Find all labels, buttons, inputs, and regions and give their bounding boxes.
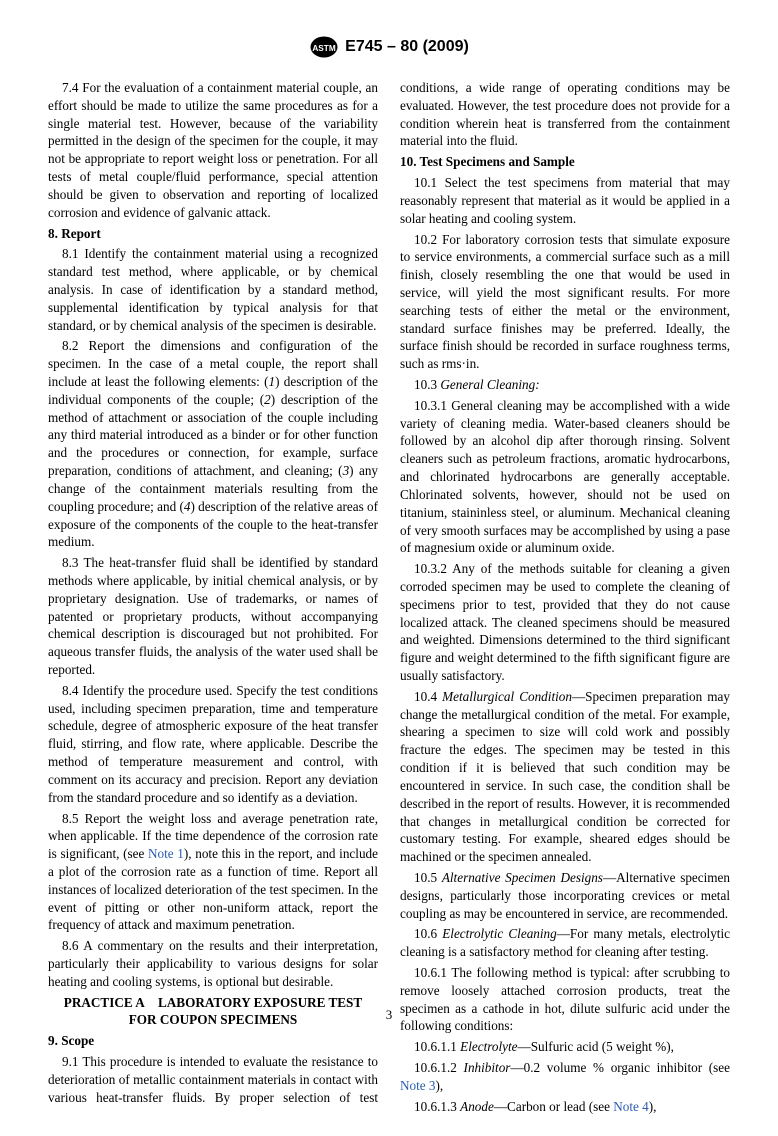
para-10-6-1-2: 10.6.1.2 Inhibitor—0.2 volume % organic …	[400, 1059, 730, 1095]
page-number: 3	[0, 1007, 778, 1023]
para-8-1: 8.1 Identify the containment material us…	[48, 245, 378, 334]
para-10-6: 10.6 Electrolytic Cleaning—For many meta…	[400, 925, 730, 961]
section-8-heading: 8. Report	[48, 225, 378, 243]
doc-number: E745 – 80 (2009)	[345, 38, 469, 56]
svg-text:ASTM: ASTM	[312, 44, 336, 53]
para-8-4: 8.4 Identify the procedure used. Specify…	[48, 682, 378, 807]
para-10-1: 10.1 Select the test specimens from mate…	[400, 174, 730, 227]
note-3-link[interactable]: Note 3	[400, 1078, 436, 1093]
para-10-6-1: 10.6.1 The following method is typical: …	[400, 964, 730, 1035]
para-7-4: 7.4 For the evaluation of a containment …	[48, 79, 378, 222]
para-10-4: 10.4 Metallurgical Condition—Specimen pr…	[400, 688, 730, 866]
note-4-link[interactable]: Note 4	[613, 1099, 649, 1114]
para-10-5: 10.5 Alternative Specimen Designs—Altern…	[400, 869, 730, 922]
page: ASTM E745 – 80 (2009) 7.4 For the evalua…	[0, 0, 778, 1136]
para-10-6-1-3: 10.6.1.3 Anode—Carbon or lead (see Note …	[400, 1098, 730, 1116]
para-10-2: 10.2 For laboratory corrosion tests that…	[400, 231, 730, 374]
note-1-link[interactable]: Note 1	[148, 846, 184, 861]
page-header: ASTM E745 – 80 (2009)	[48, 35, 730, 59]
para-8-3: 8.3 The heat-transfer fluid shall be ide…	[48, 554, 378, 679]
para-8-6: 8.6 A commentary on the results and thei…	[48, 937, 378, 990]
para-8-2: 8.2 Report the dimensions and configurat…	[48, 337, 378, 551]
para-10-3: 10.3 General Cleaning:	[400, 376, 730, 394]
body-columns: 7.4 For the evaluation of a containment …	[48, 79, 730, 1116]
astm-logo-icon: ASTM	[309, 35, 339, 59]
para-8-5: 8.5 Report the weight loss and average p…	[48, 810, 378, 935]
para-10-3-2: 10.3.2 Any of the methods suitable for c…	[400, 560, 730, 685]
section-9-heading: 9. Scope	[48, 1032, 378, 1050]
para-10-3-1: 10.3.1 General cleaning may be accomplis…	[400, 397, 730, 557]
section-10-heading: 10. Test Specimens and Sample	[400, 153, 730, 171]
